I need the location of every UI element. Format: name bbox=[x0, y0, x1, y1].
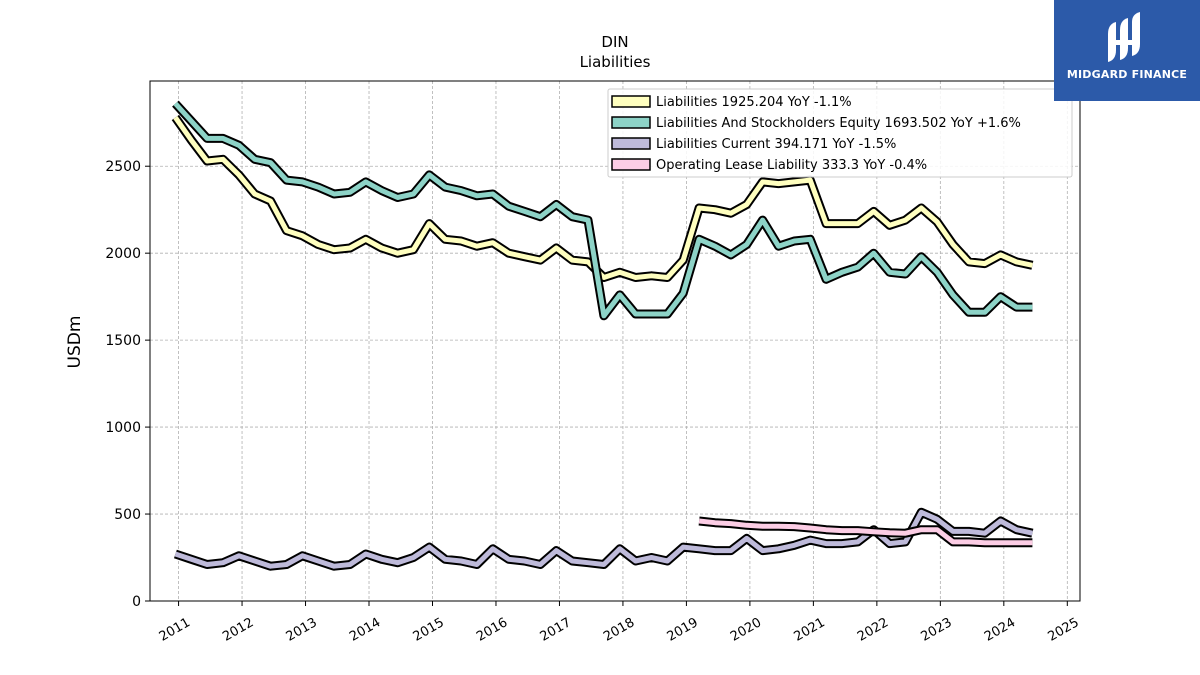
series-line bbox=[698, 518, 1033, 546]
x-tick-label: 2023 bbox=[919, 615, 955, 645]
series-line bbox=[174, 509, 1033, 569]
x-tick-label: 2014 bbox=[347, 615, 383, 645]
x-tick-label: 2024 bbox=[982, 615, 1018, 645]
x-tick-label: 2019 bbox=[665, 615, 701, 645]
series-1 bbox=[171, 114, 1034, 282]
series-line bbox=[173, 101, 1033, 319]
series-3 bbox=[173, 507, 1034, 571]
legend: Liabilities 1925.204 YoY -1.1% Liabilitie… bbox=[607, 88, 1073, 178]
x-tick-label: 2022 bbox=[855, 615, 891, 645]
midgard-finance-logo: MIDGARD FINANCE bbox=[1054, 0, 1200, 101]
x-tick-label: 2025 bbox=[1045, 615, 1081, 645]
plot-frame bbox=[149, 80, 1081, 602]
y-tick-label: 2500 bbox=[105, 159, 141, 175]
x-tick-label: 2020 bbox=[728, 615, 764, 645]
y-tick-label: 500 bbox=[114, 507, 141, 523]
x-tick-label: 2016 bbox=[474, 615, 510, 645]
legend-swatch bbox=[611, 158, 651, 171]
legend-label: Liabilities Current 394.171 YoY -1.5% bbox=[656, 137, 896, 152]
legend-box bbox=[607, 88, 1073, 178]
y-tick-label: 1500 bbox=[105, 333, 141, 349]
series-line bbox=[173, 116, 1033, 280]
y-tick-label: 1000 bbox=[105, 420, 141, 436]
y-tick-label: 0 bbox=[132, 594, 141, 610]
x-tick-label: 2013 bbox=[284, 615, 320, 645]
legend-swatch bbox=[611, 116, 651, 129]
midgard-logo-icon bbox=[1108, 12, 1140, 62]
legend-label: Liabilities And Stockholders Equity 1693… bbox=[656, 116, 1021, 131]
legend-label: Liabilities 1925.204 YoY -1.1% bbox=[656, 95, 852, 110]
x-tick-label: 2021 bbox=[792, 615, 828, 645]
x-tick-label: 2012 bbox=[220, 615, 256, 645]
legend-swatch bbox=[611, 95, 651, 108]
x-tick-label: 2017 bbox=[538, 615, 574, 645]
series-group bbox=[171, 100, 1034, 571]
chart-subtitle: Liabilities bbox=[580, 53, 651, 71]
logo-text: MIDGARD FINANCE bbox=[1066, 68, 1188, 81]
x-tick-label: 2015 bbox=[411, 615, 447, 645]
y-axis-label: USDm bbox=[65, 316, 85, 369]
x-tick-label: 2018 bbox=[601, 615, 637, 645]
series-2 bbox=[172, 100, 1033, 321]
legend-label: Operating Lease Liability 333.3 YoY -0.4… bbox=[656, 158, 927, 173]
x-tick-label: 2011 bbox=[157, 615, 193, 645]
series-4 bbox=[698, 516, 1033, 548]
legend-swatch bbox=[611, 137, 651, 150]
y-tick-label: 2000 bbox=[105, 246, 141, 262]
chart-title: DIN bbox=[601, 33, 628, 51]
